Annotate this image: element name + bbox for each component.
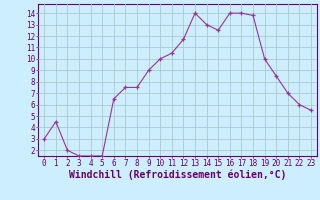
- X-axis label: Windchill (Refroidissement éolien,°C): Windchill (Refroidissement éolien,°C): [69, 170, 286, 180]
